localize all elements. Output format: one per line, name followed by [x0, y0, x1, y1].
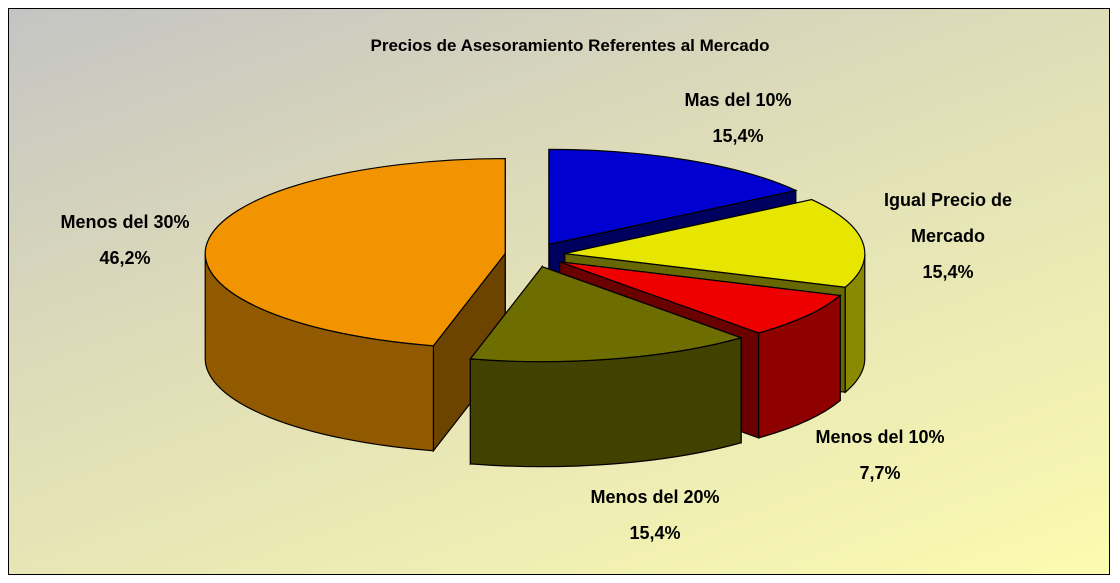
- data-label: Menos del 20% 15,4%: [555, 479, 755, 551]
- slice: [559, 261, 842, 334]
- data-label: Menos del 10% 7,7%: [780, 419, 980, 491]
- data-label: Igual Precio de Mercado 15,4%: [863, 182, 1033, 290]
- value-label: 15,4%: [712, 126, 764, 146]
- slice: [469, 265, 744, 363]
- slice: [548, 148, 798, 246]
- category-label: Menos del 10%: [815, 427, 945, 447]
- value-label: 15,4%: [922, 262, 974, 282]
- value-label: 46,2%: [99, 248, 151, 268]
- value-label: 7,7%: [859, 463, 901, 483]
- data-label: Mas del 10% 15,4%: [638, 82, 838, 154]
- data-label: Menos del 30% 46,2%: [25, 204, 225, 276]
- category-label: Igual Precio de Mercado: [883, 190, 1013, 246]
- category-label: Menos del 30%: [60, 212, 190, 232]
- value-label: 15,4%: [629, 523, 681, 543]
- slice: [564, 198, 866, 288]
- category-label: Menos del 20%: [590, 487, 720, 507]
- category-label: Mas del 10%: [684, 90, 792, 110]
- slice: [204, 157, 506, 347]
- chart-title: Precios de Asesoramiento Referentes al M…: [370, 36, 770, 55]
